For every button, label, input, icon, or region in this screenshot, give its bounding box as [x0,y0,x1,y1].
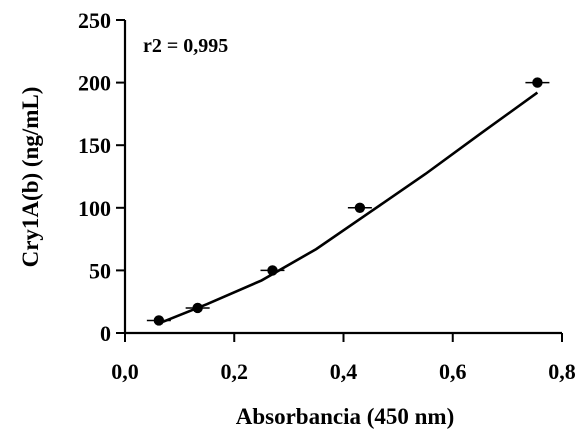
fit-line [162,91,539,323]
data-point [192,302,203,314]
y-tick-label: 200 [78,71,111,96]
y-tick-label: 150 [78,133,111,158]
y-tick-label: 50 [89,258,111,283]
data-point [153,315,165,326]
data-point [354,202,366,213]
y-tick-label: 250 [78,8,111,33]
x-tick-label: 0,2 [221,359,249,384]
x-tick-label: 0,6 [439,359,467,384]
plot-area: 0 50 100 150 200 250 0,0 0,2 0,4 0,6 0,8 [78,8,576,384]
x-axis-title: Absorbancia (450 nm) [236,404,455,429]
x-tick-label: 0,0 [111,359,139,384]
x-tick-label: 0,4 [330,359,358,384]
x-tick-label: 0,8 [548,359,576,384]
y-axis-title: Cry1A(b) (ng/mL) [18,87,43,268]
y-tick-label: 100 [78,196,111,221]
y-tick-label: 0 [100,321,111,346]
data-point [267,265,278,276]
data-point [532,77,543,88]
r-squared-annotation: r2 = 0,995 [143,35,228,57]
